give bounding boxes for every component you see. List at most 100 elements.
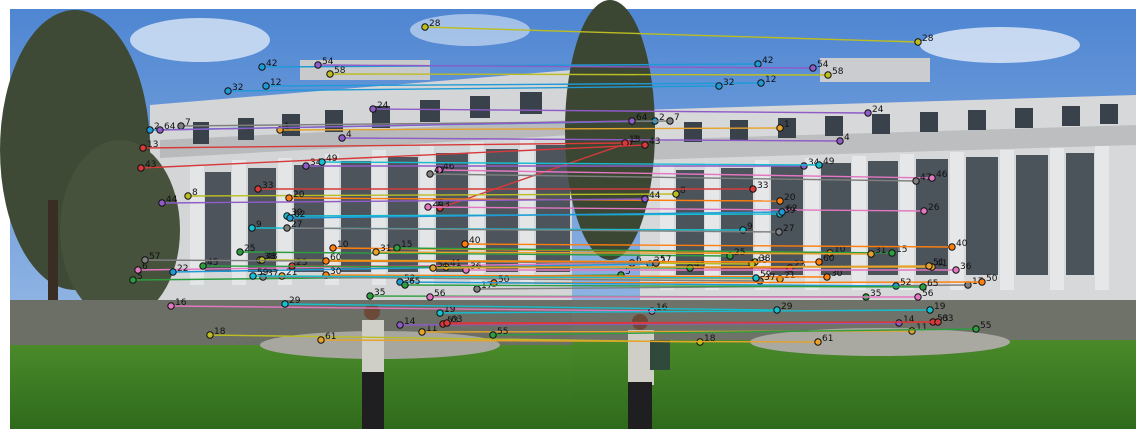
keypoint-label-left: 21 xyxy=(286,268,297,278)
keypoint-label-left: 54 xyxy=(322,57,334,67)
keypoint-left xyxy=(129,276,137,284)
keypoint-right xyxy=(757,79,765,87)
keypoint-label-right: 56 xyxy=(922,289,934,299)
match-line xyxy=(464,243,953,248)
keypoint-label-left: 65 xyxy=(409,277,420,287)
keypoint-label-right: 21 xyxy=(784,271,795,281)
keypoint-right xyxy=(892,282,900,290)
keypoint-label-right: 28 xyxy=(922,34,934,44)
keypoint-label-left: 24 xyxy=(377,101,389,111)
keypoint-label-left: 29 xyxy=(289,296,301,306)
keypoint-label-left: 44 xyxy=(166,195,178,205)
keypoint-label-right: 60 xyxy=(823,254,835,264)
keypoint-right xyxy=(948,243,956,251)
match-line xyxy=(227,85,720,92)
keypoint-left xyxy=(134,266,142,274)
keypoint-left xyxy=(317,336,325,344)
keypoint-label-left: 14 xyxy=(404,317,416,327)
keypoint-left xyxy=(177,122,185,130)
match-line xyxy=(252,275,757,279)
match-line xyxy=(161,198,646,204)
keypoint-label-left: 49 xyxy=(326,154,338,164)
keypoint-label-left: 18 xyxy=(214,327,226,337)
match-line xyxy=(187,193,677,197)
keypoint-right xyxy=(964,281,972,289)
keypoint-label-right: 19 xyxy=(934,302,946,312)
keypoint-right xyxy=(836,137,844,145)
keypoint-label-right: 50 xyxy=(986,274,998,284)
match-line xyxy=(320,339,819,343)
keypoint-label-left: 8 xyxy=(192,188,198,198)
keypoint-right xyxy=(776,124,784,132)
keypoint-label-right: 27 xyxy=(783,224,794,234)
keypoint-right xyxy=(908,327,916,335)
match-line xyxy=(325,274,828,278)
keypoint-label-left: 12 xyxy=(270,78,281,88)
keypoint-label-right: 14 xyxy=(903,315,915,325)
keypoint-left xyxy=(461,240,469,248)
keypoint-left xyxy=(443,319,451,327)
keypoint-right xyxy=(814,338,822,346)
keypoint-right xyxy=(864,109,872,117)
keypoint-label-left: 34 xyxy=(310,158,322,168)
keypoint-right xyxy=(672,190,680,198)
keypoint-label-right: 54 xyxy=(817,60,829,70)
keypoint-right xyxy=(972,325,980,333)
keypoint-label-left: 47 xyxy=(434,166,445,176)
keypoint-left xyxy=(418,328,426,336)
match-line xyxy=(329,73,829,76)
keypoint-label-left: 16 xyxy=(175,298,187,308)
keypoint-right xyxy=(715,82,723,90)
keypoint-label-left: 20 xyxy=(293,190,305,200)
keypoint-label-right: 41 xyxy=(936,259,947,269)
keypoint-right xyxy=(919,283,927,291)
match-line xyxy=(140,144,646,169)
keypoint-label-left: 39 xyxy=(291,208,303,218)
keypoint-left xyxy=(224,87,232,95)
keypoint-left xyxy=(283,224,291,232)
match-line xyxy=(432,265,930,269)
keypoint-right xyxy=(809,64,817,72)
keypoint-label-left: 53 xyxy=(447,316,458,326)
keypoint-left xyxy=(326,70,334,78)
keypoint-label-left: 2 xyxy=(154,122,160,132)
keypoint-label-right: 20 xyxy=(784,193,796,203)
keypoint-label-right: 64 xyxy=(636,113,648,123)
keypoint-label-left: 48 xyxy=(266,252,278,262)
keypoint-label-right: 37 xyxy=(764,273,775,283)
keypoint-left xyxy=(366,292,374,300)
match-line xyxy=(446,321,939,324)
keypoint-right xyxy=(926,306,934,314)
keypoint-label-right: 8 xyxy=(680,186,686,196)
keypoint-right xyxy=(867,250,875,258)
match-line xyxy=(170,305,653,312)
keypoint-label-right: 52 xyxy=(900,278,911,288)
match-line xyxy=(321,161,820,166)
match-line xyxy=(279,127,781,131)
keypoint-right xyxy=(824,71,832,79)
keypoint-left xyxy=(322,257,330,265)
keypoint-left xyxy=(262,82,270,90)
keypoint-label-left: 30 xyxy=(330,267,342,277)
keypoint-label-left: 28 xyxy=(429,19,441,29)
keypoint-label-left: 50 xyxy=(498,275,510,285)
keypoint-label-left: 40 xyxy=(469,236,481,246)
keypoint-label-right: 55 xyxy=(980,321,991,331)
keypoint-right xyxy=(686,264,694,272)
keypoint-label-right: 53 xyxy=(937,314,948,324)
keypoint-label-left: 62 xyxy=(294,210,305,220)
keypoint-right xyxy=(666,117,674,125)
keypoint-label-left: 46 xyxy=(443,162,455,172)
keypoint-label-left: 27 xyxy=(291,220,302,230)
keypoint-label-left: 51 xyxy=(437,260,448,270)
keypoint-label-left: 43 xyxy=(145,160,156,170)
keypoint-left xyxy=(254,185,262,193)
keypoint-label-right: 36 xyxy=(960,262,972,272)
keypoint-label-right: 9 xyxy=(747,222,753,232)
keypoint-left xyxy=(169,268,177,276)
match-line xyxy=(372,108,869,114)
keypoint-right xyxy=(749,185,757,193)
keypoint-left xyxy=(424,203,432,211)
keypoint-label-left: 19 xyxy=(444,305,456,315)
